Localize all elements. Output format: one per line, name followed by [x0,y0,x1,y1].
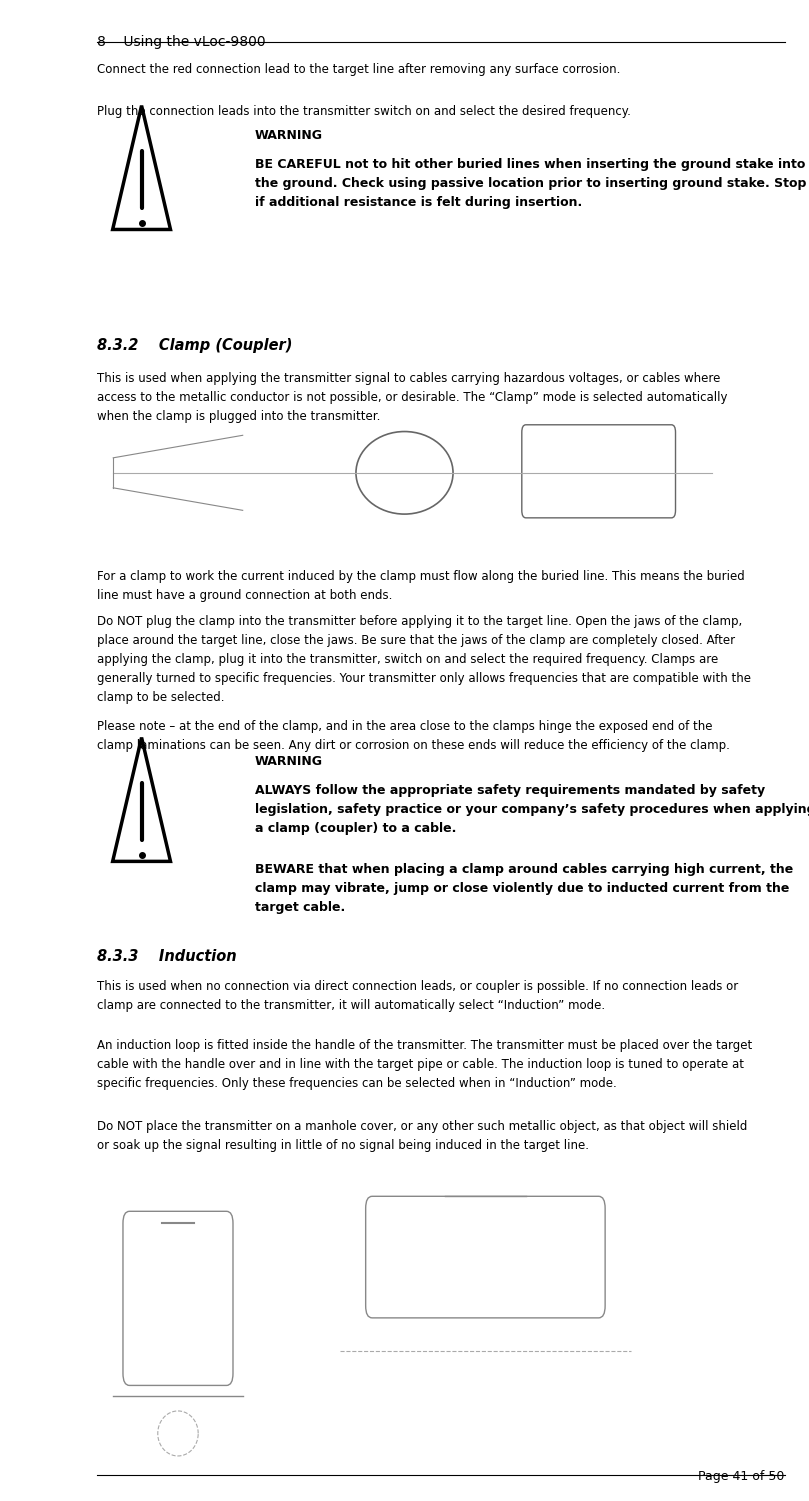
Text: 8.3.2    Clamp (Coupler): 8.3.2 Clamp (Coupler) [97,338,293,353]
Text: BEWARE that when placing a clamp around cables carrying high current, the
clamp : BEWARE that when placing a clamp around … [255,863,793,914]
Text: Please note – at the end of the clamp, and in the area close to the clamps hinge: Please note – at the end of the clamp, a… [97,720,730,752]
Text: Do NOT place the transmitter on a manhole cover, or any other such metallic obje: Do NOT place the transmitter on a manhol… [97,1120,748,1151]
Text: For a clamp to work the current induced by the clamp must flow along the buried : For a clamp to work the current induced … [97,570,745,602]
Text: Plug the connection leads into the transmitter switch on and select the desired : Plug the connection leads into the trans… [97,105,631,119]
Text: WARNING: WARNING [255,129,323,143]
Text: Connect the red connection lead to the target line after removing any surface co: Connect the red connection lead to the t… [97,63,621,77]
Text: This is used when applying the transmitter signal to cables carrying hazardous v: This is used when applying the transmitt… [97,372,727,423]
Text: WARNING: WARNING [255,755,323,769]
Text: BE CAREFUL not to hit other buried lines when inserting the ground stake into
th: BE CAREFUL not to hit other buried lines… [255,158,807,209]
Text: Page 41 of 50: Page 41 of 50 [698,1469,785,1483]
Text: 8    Using the vLoc-9800: 8 Using the vLoc-9800 [97,35,265,48]
Text: This is used when no connection via direct connection leads, or coupler is possi: This is used when no connection via dire… [97,980,739,1012]
Text: An induction loop is fitted inside the handle of the transmitter. The transmitte: An induction loop is fitted inside the h… [97,1039,752,1090]
Text: Do NOT plug the clamp into the transmitter before applying it to the target line: Do NOT plug the clamp into the transmitt… [97,615,751,704]
Text: 8.3.3    Induction: 8.3.3 Induction [97,949,237,964]
Text: ALWAYS follow the appropriate safety requirements mandated by safety
legislation: ALWAYS follow the appropriate safety req… [255,784,809,835]
